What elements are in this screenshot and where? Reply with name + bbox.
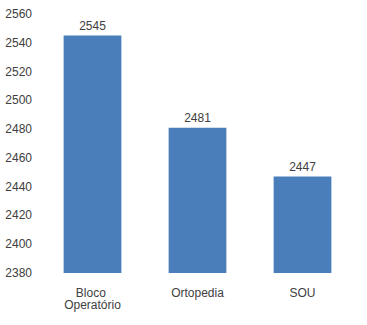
- svg-text:2447: 2447: [289, 160, 316, 174]
- svg-text:2460: 2460: [5, 151, 32, 165]
- svg-text:2400: 2400: [5, 237, 32, 251]
- svg-text:2480: 2480: [5, 122, 32, 136]
- svg-text:2520: 2520: [5, 65, 32, 79]
- svg-text:Operatório: Operatório: [64, 298, 121, 312]
- svg-text:2500: 2500: [5, 93, 32, 107]
- svg-text:2481: 2481: [184, 111, 211, 125]
- svg-text:2545: 2545: [79, 19, 106, 33]
- svg-text:2540: 2540: [5, 36, 32, 50]
- svg-text:2420: 2420: [5, 208, 32, 222]
- svg-text:2380: 2380: [5, 266, 32, 280]
- svg-text:2560: 2560: [5, 7, 32, 21]
- svg-text:Bloco: Bloco: [75, 286, 110, 300]
- svg-text:2440: 2440: [5, 180, 32, 194]
- svg-text:SOU: SOU: [289, 286, 315, 300]
- svg-text:Ortopedia: Ortopedia: [171, 286, 224, 300]
